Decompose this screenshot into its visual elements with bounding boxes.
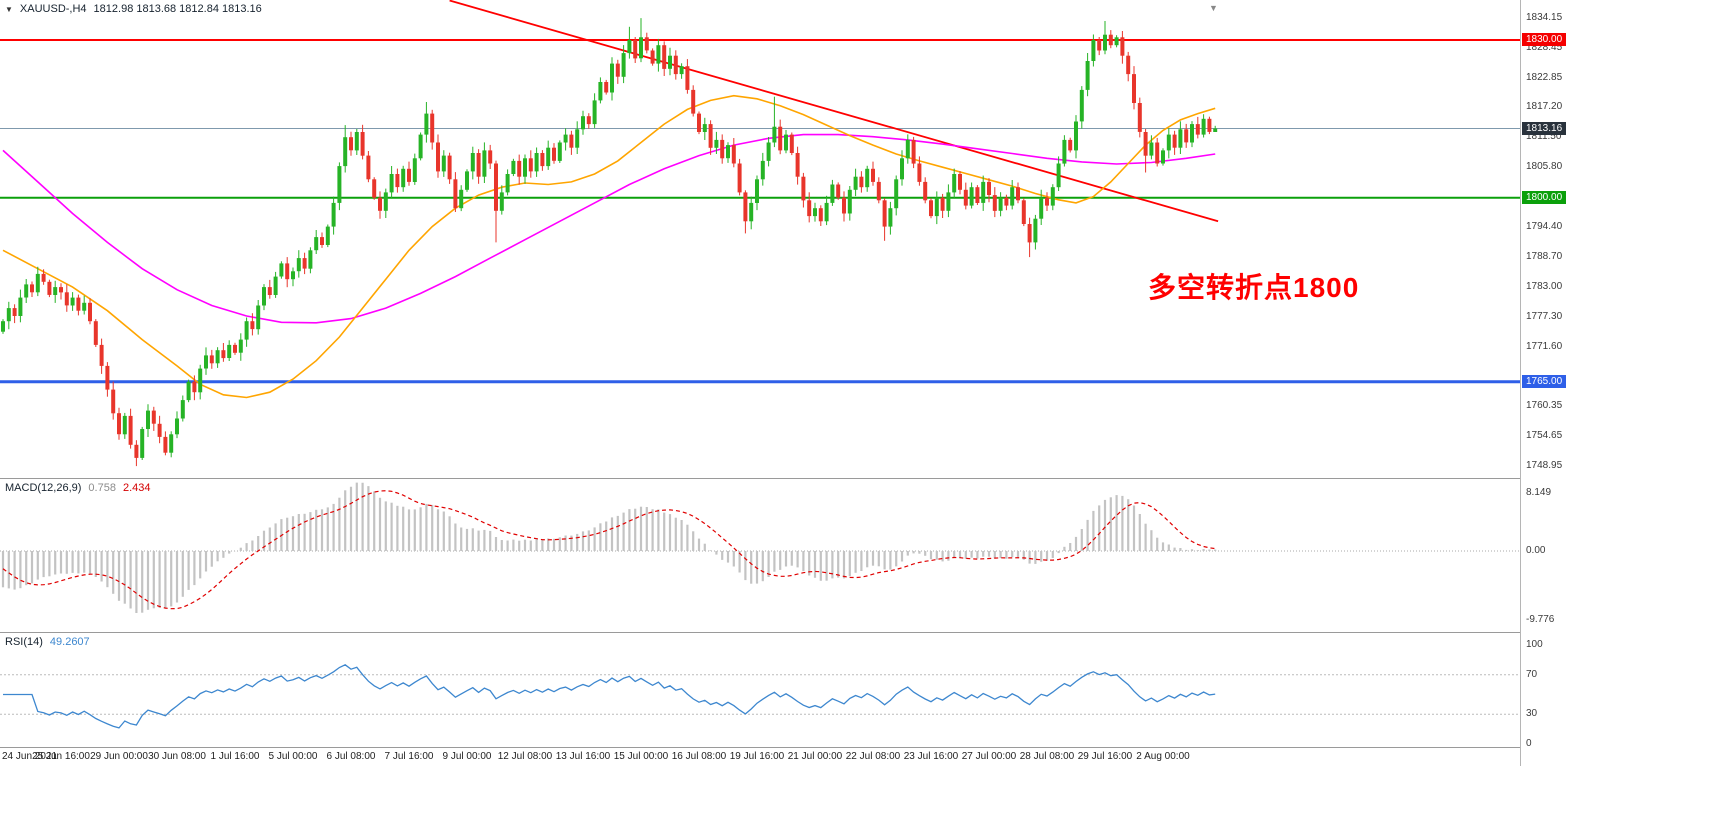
macd-histogram — [1, 482, 1217, 613]
rsi-axis-label: 30 — [1526, 708, 1538, 720]
time-axis-label: 29 Jul 16:00 — [1077, 751, 1133, 762]
chart-shift-icon[interactable]: ▼ — [1209, 3, 1218, 13]
time-axis-label: 5 Jul 00:00 — [268, 751, 318, 762]
time-axis-label: 27 Jul 00:00 — [961, 751, 1017, 762]
price-axis[interactable]: 1834.15 1828.45 1822.85 1817.20 1811.50 1805.… — [1521, 0, 1719, 766]
symbol-dropdown-icon[interactable]: ▼ — [5, 4, 13, 14]
price-axis-label: 1760.35 — [1526, 400, 1563, 412]
price-axis-label: 1805.80 — [1526, 161, 1563, 173]
price-tag: 1830.00 — [1522, 33, 1567, 46]
price-axis-label: 1754.65 — [1526, 430, 1563, 442]
rsi-axis-label: 100 — [1526, 639, 1543, 650]
price-axis-label: 1817.20 — [1526, 101, 1563, 113]
macd-axis-label: -9.776 — [1526, 614, 1555, 626]
chart-symbol-period: XAUUSD-,H4 — [19, 3, 87, 15]
price-tag: 1800.00 — [1522, 190, 1567, 204]
rsi-axis-label: 70 — [1526, 668, 1538, 680]
time-axis-label: 19 Jul 16:00 — [729, 751, 785, 762]
price-axis-label: 1788.70 — [1526, 251, 1563, 263]
rsi-chart-canvas[interactable] — [0, 633, 1520, 747]
time-axis-label: 16 Jul 08:00 — [671, 751, 727, 762]
time-axis-label: 23 Jul 16:00 — [903, 751, 959, 762]
time-axis-label: 12 Jul 08:00 — [497, 751, 553, 762]
price-axis-label: 1748.95 — [1526, 460, 1563, 472]
rsi-label: RSI(14) 49.2607 — [5, 636, 90, 648]
price-chart-canvas[interactable] — [0, 0, 1520, 478]
time-axis[interactable]: 24 Jun 2021 25 Jun 16:00 29 Jun 00:00 30 Ju… — [0, 749, 1719, 765]
price-axis-label: 1811.50 — [1526, 131, 1562, 143]
time-axis-label: 15 Jul 00:00 — [613, 751, 669, 762]
macd-axis-label: 0.00 — [1526, 545, 1546, 556]
price-tag: 1813.16 — [1522, 121, 1567, 135]
candles-layer — [1, 18, 1218, 467]
macd-signal-value: 2.434 — [122, 482, 151, 494]
price-axis-label: 1822.85 — [1526, 71, 1563, 83]
price-axis-label: 1828.45 — [1526, 42, 1563, 54]
time-axis-label: 24 Jun 2021 — [2, 751, 58, 762]
price-tag: 1765.00 — [1522, 374, 1567, 388]
time-axis-label: 7 Jul 16:00 — [384, 751, 434, 762]
price-axis-label: 1777.30 — [1526, 311, 1563, 322]
separator-macd-rsi[interactable] — [0, 632, 1719, 633]
chart-title: ▼ XAUUSD-,H4 1812.98 1813.68 1812.84 181… — [5, 3, 262, 15]
time-axis-label: 22 Jul 08:00 — [845, 751, 901, 762]
time-axis-label: 30 Jun 08:00 — [148, 751, 206, 762]
price-axis-label: 1771.60 — [1526, 341, 1563, 352]
rsi-name: RSI(14) — [5, 636, 43, 648]
macd-main-value: 0.758 — [88, 482, 116, 494]
price-axis-label: 1834.15 — [1526, 12, 1563, 24]
time-axis-label: 29 Jun 00:00 — [90, 751, 148, 762]
time-axis-label: 9 Jul 00:00 — [442, 751, 492, 762]
price-axis-label: 1783.00 — [1526, 281, 1563, 293]
macd-chart-canvas[interactable] — [0, 479, 1520, 632]
time-axis-label: 25 Jun 16:00 — [32, 751, 90, 762]
rsi-value: 49.2607 — [49, 636, 90, 648]
separator-rsi-timeaxis — [0, 747, 1719, 748]
rsi-line — [3, 664, 1216, 729]
ma-slow-line — [2, 133, 1216, 324]
separator-main-macd[interactable] — [0, 478, 1719, 479]
price-axis-label: 1794.40 — [1526, 221, 1563, 233]
time-axis-label: 28 Jul 08:00 — [1019, 751, 1075, 762]
time-axis-label: 2 Aug 00:00 — [1136, 751, 1190, 762]
macd-label: MACD(12,26,9) 0.758 2.434 — [5, 482, 150, 494]
macd-name: MACD(12,26,9) — [5, 482, 82, 494]
price-axis-border — [1520, 0, 1521, 766]
time-axis-label: 1 Jul 16:00 — [210, 751, 260, 762]
chart-annotation-text: 多空转折点1800 — [1148, 272, 1360, 303]
macd-signal-line — [2, 490, 1216, 610]
time-axis-label: 21 Jul 00:00 — [787, 751, 843, 762]
time-axis-label: 13 Jul 16:00 — [555, 751, 611, 762]
time-axis-label: 6 Jul 08:00 — [326, 751, 376, 762]
rsi-axis-label: 0 — [1526, 738, 1532, 749]
macd-axis-label: 8.149 — [1526, 487, 1552, 499]
chart-ohlc-values: 1812.98 1813.68 1812.84 1813.16 — [93, 3, 262, 15]
descending-trendline[interactable] — [449, 0, 1219, 223]
ma-fast-line — [2, 94, 1216, 399]
